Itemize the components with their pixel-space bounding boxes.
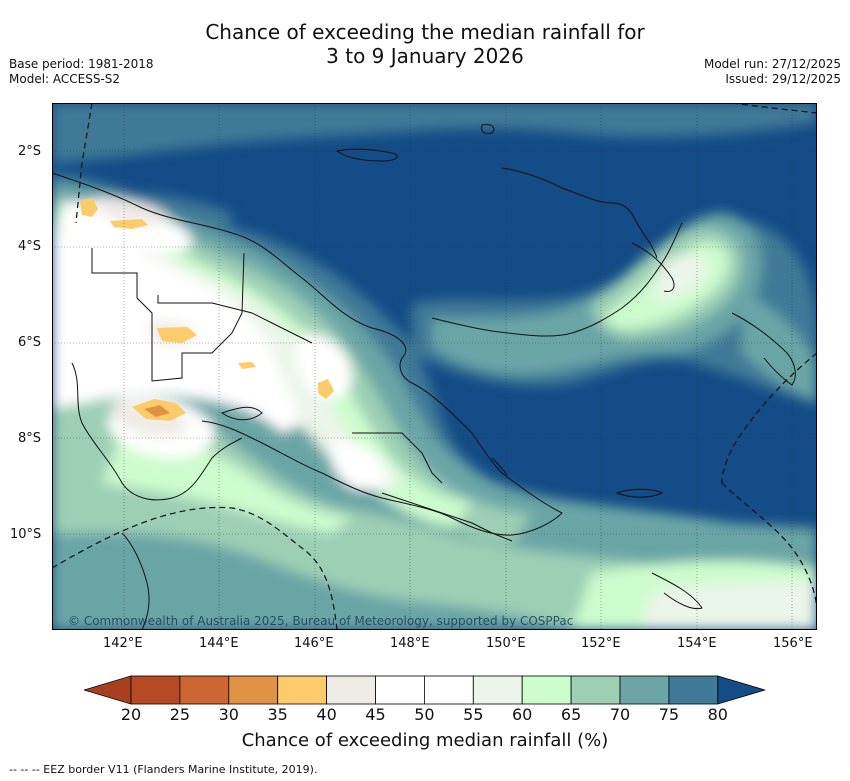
colorbar-tick-label: 45	[365, 705, 386, 724]
rainfall-contours	[52, 103, 817, 630]
lat-label-8s: 8°S	[18, 431, 42, 446]
colorbar-tick-label: 30	[218, 705, 239, 724]
colorbar-tick-label: 70	[609, 705, 631, 724]
meta-right: Model run: 27/12/2025 Issued: 29/12/2025	[704, 57, 841, 87]
colorbar-tick-label: 20	[120, 705, 142, 724]
borders	[91, 248, 513, 542]
lon-label-150e: 150°E	[486, 636, 526, 651]
colorbar-cell	[668, 675, 719, 705]
map-title-line1: Chance of exceeding the median rainfall …	[205, 20, 645, 44]
colorbar-tick-label: 40	[316, 705, 337, 724]
lat-label-6s: 6°S	[18, 335, 42, 350]
lat-label-4s: 4°S	[18, 239, 42, 254]
colorbar-tick-label: 75	[658, 705, 680, 724]
lon-label-156e: 156°E	[773, 636, 813, 651]
lon-label-146e: 146°E	[294, 636, 334, 651]
lat-label-10s: 10°S	[10, 527, 42, 542]
lon-label-144e: 144°E	[199, 636, 239, 651]
colorbar-cell	[521, 675, 572, 705]
colorbar-cell	[228, 675, 279, 705]
colorbar-tick-label: 65	[560, 705, 582, 724]
lon-label-154e: 154°E	[677, 636, 717, 651]
issued-date: Issued: 29/12/2025	[725, 72, 841, 86]
model-run: Model run: 27/12/2025	[703, 57, 841, 71]
colorbar-cell	[619, 675, 670, 705]
colorbar	[84, 675, 767, 705]
lon-label-148e: 148°E	[390, 636, 430, 651]
lat-label-2s: 2°S	[18, 144, 42, 159]
colorbar-high-extension	[717, 675, 767, 705]
colorbar-tick-label: 25	[169, 705, 191, 724]
coastlines	[52, 124, 796, 630]
lon-label-142e: 142°E	[103, 636, 143, 651]
lon-label-152e: 152°E	[581, 636, 621, 651]
colorbar-cell	[423, 675, 474, 705]
colorbar-cell	[375, 675, 425, 705]
map-title-line2: 3 to 9 January 2026	[326, 44, 524, 68]
colorbar-cell	[570, 675, 621, 705]
colorbar-cell	[130, 675, 181, 705]
low-probability-patches	[80, 198, 334, 421]
graticule	[52, 103, 817, 630]
colorbar-tick-label: 35	[267, 705, 288, 724]
colorbar-tick-label: 80	[707, 705, 728, 724]
colorbar-tick-label: 55	[463, 705, 484, 724]
colorbar-tick-label: 50	[414, 705, 435, 724]
map-frame	[52, 103, 817, 630]
colorbar-title: Chance of exceeding median rainfall (%)	[241, 730, 609, 751]
rainfall-map: © Commonwealth of Australia 2025, Bureau…	[52, 103, 817, 630]
meta-left: Base period: 1981-2018 Model: ACCESS-S2	[9, 57, 154, 87]
colorbar-cell	[277, 675, 327, 705]
colorbar-cell	[326, 675, 376, 705]
colorbar-tick-label: 60	[512, 705, 533, 724]
eez-borders	[52, 103, 817, 630]
colorbar-cell	[472, 675, 523, 705]
colorbar-cell	[179, 675, 230, 705]
model-name: Model: ACCESS-S2	[9, 72, 121, 86]
eez-footnote: -- -- -- EEZ border V11 (Flanders Marine…	[9, 763, 318, 776]
colorbar-low-extension	[84, 675, 132, 705]
copyright-text: © Commonwealth of Australia 2025, Bureau…	[68, 614, 573, 628]
base-period: Base period: 1981-2018	[9, 57, 154, 71]
